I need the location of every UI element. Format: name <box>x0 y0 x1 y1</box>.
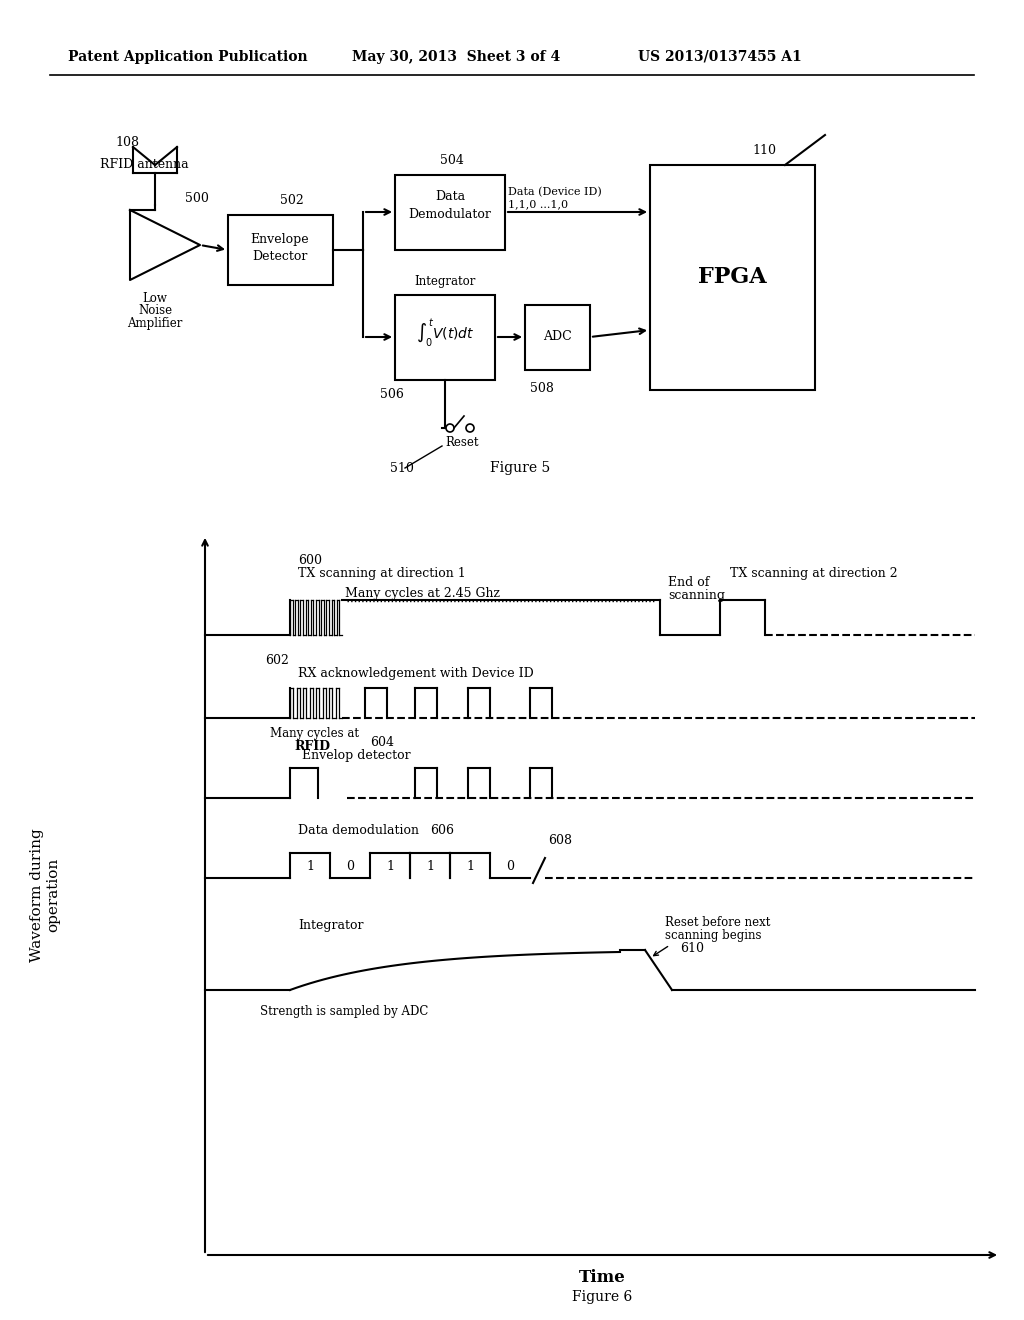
Bar <box>525 305 590 370</box>
Text: Data: Data <box>435 190 465 203</box>
Text: RFID antenna: RFID antenna <box>100 158 188 172</box>
Text: 500: 500 <box>185 191 209 205</box>
Text: scanning: scanning <box>668 590 725 602</box>
Text: Detector: Detector <box>252 251 307 264</box>
Text: Integrator: Integrator <box>298 919 364 932</box>
Text: 608: 608 <box>548 833 572 846</box>
Text: Many cycles at 2.45 Ghz: Many cycles at 2.45 Ghz <box>345 586 500 599</box>
Text: FPGA: FPGA <box>697 267 766 288</box>
Text: ADC: ADC <box>543 330 571 343</box>
Text: Reset: Reset <box>445 437 478 450</box>
Text: 1: 1 <box>466 859 474 873</box>
Text: scanning begins: scanning begins <box>665 928 762 941</box>
Text: 510: 510 <box>390 462 414 474</box>
Text: Amplifier: Amplifier <box>127 318 182 330</box>
Text: $\int_0^t V(t)dt$: $\int_0^t V(t)dt$ <box>416 317 474 348</box>
Text: 602: 602 <box>265 653 289 667</box>
Text: 0: 0 <box>506 859 514 873</box>
Text: Envelope: Envelope <box>251 234 309 247</box>
Text: Low: Low <box>142 292 168 305</box>
Text: 1,1,0 ...1,0: 1,1,0 ...1,0 <box>508 199 568 209</box>
Text: Data (Device ID): Data (Device ID) <box>508 187 602 197</box>
Text: TX scanning at direction 1: TX scanning at direction 1 <box>298 566 466 579</box>
Text: Demodulator: Demodulator <box>409 209 492 222</box>
Text: May 30, 2013  Sheet 3 of 4: May 30, 2013 Sheet 3 of 4 <box>352 50 560 63</box>
Text: 1: 1 <box>386 859 394 873</box>
Text: TX scanning at direction 2: TX scanning at direction 2 <box>730 566 898 579</box>
Text: 600: 600 <box>298 553 322 566</box>
Text: Waveform during
operation: Waveform during operation <box>30 828 60 962</box>
Text: 1: 1 <box>426 859 434 873</box>
Text: 610: 610 <box>680 941 705 954</box>
Text: Data demodulation: Data demodulation <box>298 824 419 837</box>
Text: 1: 1 <box>306 859 314 873</box>
Text: Many cycles at: Many cycles at <box>270 727 359 741</box>
Text: Noise: Noise <box>138 305 172 318</box>
Text: Time: Time <box>579 1269 626 1286</box>
Bar <box>650 165 815 389</box>
Text: 506: 506 <box>380 388 403 401</box>
Text: Strength is sampled by ADC: Strength is sampled by ADC <box>260 1006 428 1019</box>
Text: Envelop detector: Envelop detector <box>302 750 411 763</box>
Text: 606: 606 <box>430 824 454 837</box>
Text: RX acknowledgement with Device ID: RX acknowledgement with Device ID <box>298 668 534 681</box>
Text: Figure 5: Figure 5 <box>490 461 550 475</box>
Text: 110: 110 <box>752 144 776 157</box>
Text: RFID: RFID <box>294 739 330 752</box>
Text: 0: 0 <box>346 859 354 873</box>
Text: Reset before next: Reset before next <box>665 916 770 928</box>
Bar <box>228 215 333 285</box>
Text: US 2013/0137455 A1: US 2013/0137455 A1 <box>638 50 802 63</box>
Text: 108: 108 <box>115 136 139 149</box>
Text: 508: 508 <box>530 381 554 395</box>
Bar <box>395 294 495 380</box>
Bar <box>395 176 505 249</box>
Text: End of: End of <box>668 577 710 590</box>
Text: 502: 502 <box>280 194 304 207</box>
Text: Integrator: Integrator <box>415 275 476 288</box>
Text: Figure 6: Figure 6 <box>571 1290 632 1304</box>
Text: 604: 604 <box>370 737 394 750</box>
Text: 504: 504 <box>440 154 464 168</box>
Text: Patent Application Publication: Patent Application Publication <box>68 50 307 63</box>
